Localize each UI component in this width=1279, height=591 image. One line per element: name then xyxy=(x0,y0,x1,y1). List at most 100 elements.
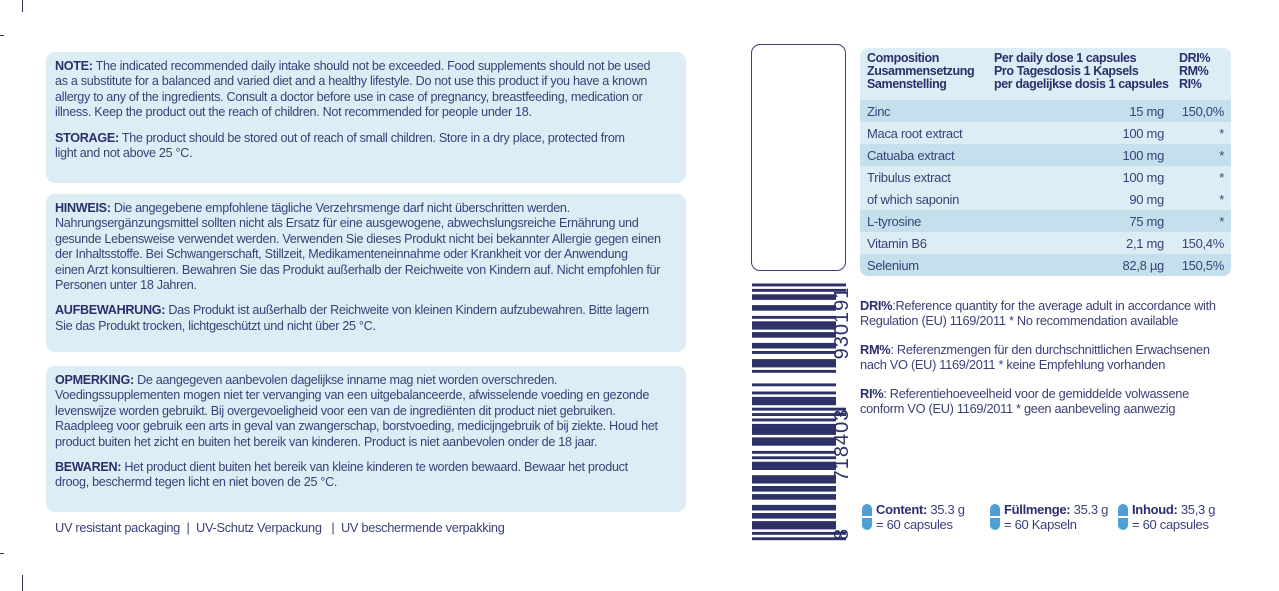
note-text: : Referenzmengen für den durchschnittlic… xyxy=(860,342,1210,372)
line-text: Sie das Produkt trocken, lichtgeschützt … xyxy=(55,318,376,333)
reference-notes: DRI%:Reference quantity for the average … xyxy=(860,298,1230,430)
table-row: Zinc 15 mg 150,0% xyxy=(860,100,1231,122)
paragraph: BEWAREN: Het product dient buiten het be… xyxy=(55,460,677,491)
barcode-bar xyxy=(752,399,836,403)
note-dri: DRI%:Reference quantity for the average … xyxy=(860,298,1230,328)
barcode-bar xyxy=(752,402,836,406)
header-composition-de: Zusammensetzung xyxy=(867,64,975,78)
cell-amount: 82,8 µg xyxy=(1122,257,1164,273)
content-label: Content: xyxy=(876,502,928,517)
content-value: 35,3 g xyxy=(1177,502,1216,517)
line-text: einen Arzt konsultieren. Bewahren Sie da… xyxy=(55,262,661,277)
header-composition: Composition xyxy=(867,51,939,65)
note-text: :Reference quantity for the average adul… xyxy=(860,298,1216,328)
barcode-bar xyxy=(752,496,836,500)
content-label: Füllmenge: xyxy=(1004,502,1071,517)
line-text: levenswijze worden gebruikt. Bij overgev… xyxy=(55,403,616,418)
line-text: The product should be stored out of reac… xyxy=(118,130,625,145)
barcode-bar xyxy=(752,351,836,354)
note-text: : Referentiehoeveelheid voor de gemiddel… xyxy=(860,386,1189,416)
barcode-bar xyxy=(752,442,836,446)
text-line: NOTE: The indicated recommended daily in… xyxy=(55,59,677,74)
section-label: OPMERKING: xyxy=(55,373,134,387)
section-label: AUFBEWAHRUNG: xyxy=(55,303,166,318)
line-text: as a substitute for a balanced and varie… xyxy=(55,74,648,89)
header-dri: DRI% xyxy=(1179,51,1211,65)
barcode-bar xyxy=(752,521,836,524)
crop-mark xyxy=(22,575,23,591)
section-label: HINWEIS: xyxy=(55,201,111,215)
barcode-bar xyxy=(752,288,846,292)
text-line: OPMERKING: De aangegeven aanbevolen dage… xyxy=(55,373,677,388)
note-ri: RI%: Referentiehoeveelheid voor de gemid… xyxy=(860,386,1230,416)
barcode-bar xyxy=(752,307,836,311)
text-line: der Inhaltsstoffe. Bei Schwangerschaft, … xyxy=(55,247,677,262)
content-nl: Inhoud: 35,3 g = 60 capsules xyxy=(1118,502,1216,532)
barcode-bar xyxy=(752,364,836,368)
text-line: gesunde Lebensweise verwendet werden. Ve… xyxy=(55,232,677,247)
content-de: Füllmenge: 35.3 g = 60 Kapseln xyxy=(990,502,1108,532)
text-line: Raadpleeg voor gebruik een arts in geval… xyxy=(55,419,677,434)
text-line: illness. Keep the product out the reach … xyxy=(55,105,677,120)
header-rm: RM% xyxy=(1179,64,1209,78)
barcode-bar xyxy=(752,383,836,387)
table-row: Maca root extract 100 mg * xyxy=(860,122,1231,144)
barcode-bar xyxy=(752,321,836,325)
barcode-bar xyxy=(752,488,836,492)
text-line: HINWEIS: Die angegebene empfohlene tägli… xyxy=(55,201,677,216)
barcode-bar xyxy=(752,294,836,298)
text-line: allergy to any of the ingredients. Consu… xyxy=(55,90,677,105)
barcode-bar xyxy=(752,456,836,460)
cell-name: Selenium xyxy=(867,257,919,273)
cell-amount: 100 mg xyxy=(1122,147,1164,163)
barcode-bar xyxy=(752,423,836,427)
text-line: STORAGE: The product should be stored ou… xyxy=(55,131,677,146)
text-line: product buiten het zicht en buiten het b… xyxy=(55,435,677,450)
cell-pct: 150,4% xyxy=(1181,235,1225,251)
barcode-bar xyxy=(752,413,846,416)
cell-name: Catuaba extract xyxy=(867,147,955,163)
line-text: The indicated recommended daily intake s… xyxy=(92,59,651,73)
cell-name: of which saponin xyxy=(867,191,960,207)
barcode-bar xyxy=(752,432,836,435)
header-dose-nl: per dagelijkse dosis 1 capsules xyxy=(994,77,1169,91)
barcode-bar xyxy=(752,315,836,319)
section-label: BEWAREN: xyxy=(55,460,122,475)
uv-packaging-note: UV resistant packaging | UV-Schutz Verpa… xyxy=(55,520,505,535)
barcode-bar xyxy=(752,450,836,454)
cell-pct: 150,5% xyxy=(1181,257,1225,273)
barcode-bar xyxy=(752,369,836,373)
barcode-bar xyxy=(752,334,836,338)
barcode-bar xyxy=(752,407,846,411)
line-text: De aangegeven aanbevolen dagelijkse inna… xyxy=(133,373,558,387)
barcode-bar xyxy=(752,326,836,330)
cell-name: L-tyrosine xyxy=(867,213,922,229)
cell-amount: 100 mg xyxy=(1122,125,1164,141)
content-count: = 60 capsules xyxy=(1132,517,1209,532)
barcode-bar xyxy=(752,464,836,468)
paragraph: AUFBEWAHRUNG: Das Produkt ist außerhalb … xyxy=(55,303,677,334)
barcode-digits: 930191 xyxy=(831,287,853,360)
barcode-bar xyxy=(752,526,836,530)
line-text: gesunde Lebensweise verwendet werden. Ve… xyxy=(55,231,661,246)
crop-mark xyxy=(22,0,23,12)
cell-name: Zinc xyxy=(867,103,891,119)
line-text: allergy to any of the ingredients. Consu… xyxy=(55,89,643,104)
capsule-icon xyxy=(862,504,872,530)
text-line: einen Arzt konsultieren. Bewahren Sie da… xyxy=(55,263,677,278)
line-text: der Inhaltsstoffe. Bei Schwangerschaft, … xyxy=(55,247,628,262)
barcode-digits: 8 xyxy=(831,528,853,540)
text-line: levenswijze worden gebruikt. Bij overgev… xyxy=(55,404,677,419)
cell-name: Tribulus extract xyxy=(867,169,951,185)
cell-amount: 100 mg xyxy=(1122,169,1164,185)
content-label: Inhoud: xyxy=(1132,502,1178,517)
text-line: BEWAREN: Het product dient buiten het be… xyxy=(55,460,677,475)
barcode-bar xyxy=(752,507,836,511)
header-dose-de: Pro Tagesdosis 1 Kapsels xyxy=(994,64,1139,78)
barcode-bar xyxy=(752,361,836,365)
line-text: product buiten het zicht en buiten het b… xyxy=(55,434,598,449)
barcode-bar xyxy=(752,305,836,308)
text-line: as a substitute for a balanced and varie… xyxy=(55,74,677,89)
content-value: 35.3 g xyxy=(927,502,965,517)
